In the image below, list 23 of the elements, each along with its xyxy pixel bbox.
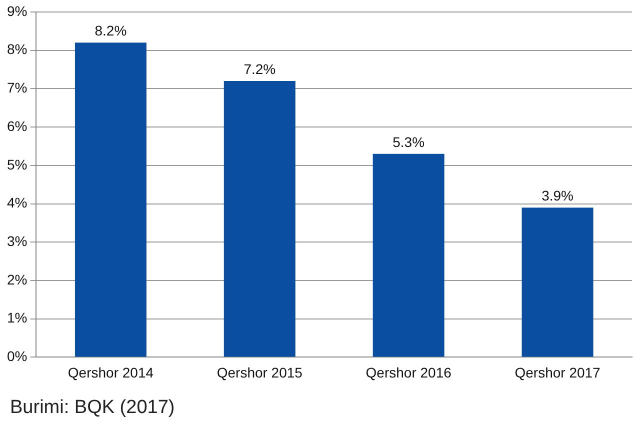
bar xyxy=(224,81,296,357)
bar xyxy=(372,154,444,357)
y-tick-label: 6% xyxy=(7,118,28,134)
y-tick-label: 1% xyxy=(7,310,28,326)
x-tick-label: Qershor 2017 xyxy=(514,364,601,380)
y-tick-label: 0% xyxy=(7,348,28,364)
bar xyxy=(74,42,146,357)
data-label: 7.2% xyxy=(244,60,276,77)
bar xyxy=(522,208,594,357)
y-tick-label: 8% xyxy=(7,41,28,58)
text: Burimi: BQK (2017) xyxy=(10,397,175,419)
y-tick-label: 2% xyxy=(7,271,28,288)
y-tick-label: 9% xyxy=(7,2,28,19)
y-tick-label: 4% xyxy=(7,194,28,211)
y-tick-label: 7% xyxy=(7,80,28,96)
x-tick-label: Qershor 2016 xyxy=(366,364,452,380)
x-tick-label: Qershor 2014 xyxy=(68,364,154,380)
y-tick-label: 5% xyxy=(7,156,28,172)
data-label: 3.9% xyxy=(542,187,574,204)
data-label: 5.3% xyxy=(392,134,425,150)
data-label: 8.2% xyxy=(94,22,127,39)
x-tick-label: Qershor 2015 xyxy=(216,364,303,380)
y-tick-label: 3% xyxy=(7,232,28,249)
